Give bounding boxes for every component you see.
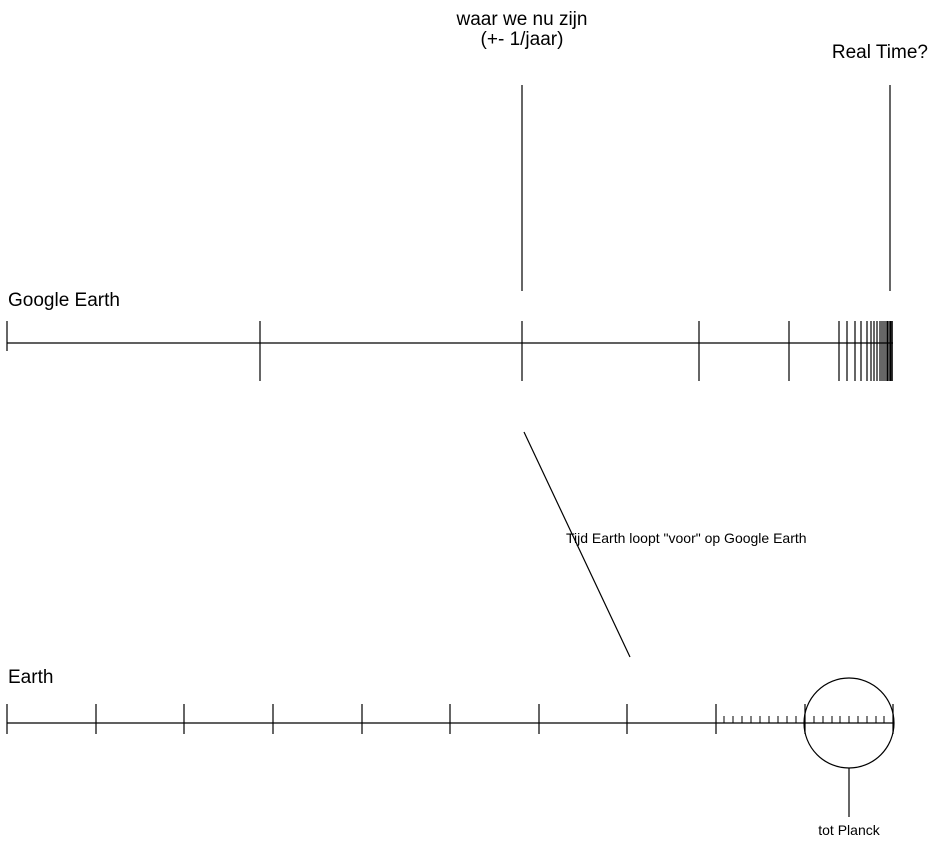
earth-timeline	[6, 704, 894, 734]
offset-annotation: Tijd Earth loopt "voor" op Google Earth	[566, 530, 807, 546]
current-position-label-line1: waar we nu zijn	[456, 9, 588, 30]
planck-label: tot Planck	[818, 822, 880, 838]
real-time-label: Real Time?	[832, 42, 928, 63]
google-earth-label: Google Earth	[8, 290, 120, 311]
earth-label: Earth	[8, 667, 53, 688]
google-earth-timeline	[6, 321, 893, 381]
offset-diagonal	[523, 431, 631, 658]
current-position-label-line2: (+- 1/jaar)	[481, 29, 564, 50]
